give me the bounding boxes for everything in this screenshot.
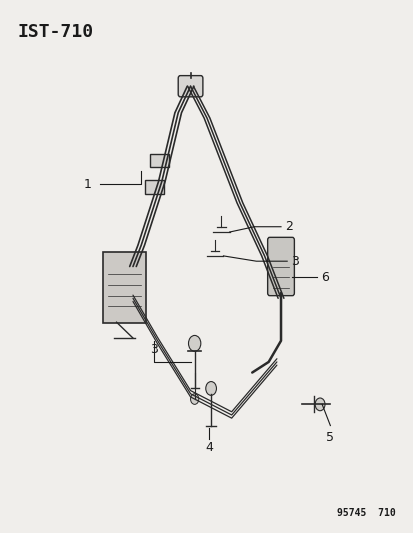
FancyBboxPatch shape	[267, 237, 294, 296]
Text: 1: 1	[84, 178, 92, 191]
Text: 3: 3	[291, 255, 299, 268]
Circle shape	[314, 398, 324, 411]
Text: 2: 2	[285, 220, 292, 233]
FancyBboxPatch shape	[150, 154, 169, 167]
FancyBboxPatch shape	[103, 252, 146, 323]
FancyBboxPatch shape	[145, 180, 164, 194]
Circle shape	[205, 382, 216, 395]
Text: 5: 5	[325, 431, 334, 444]
Text: IST-710: IST-710	[18, 22, 94, 41]
Text: 95745  710: 95745 710	[337, 508, 395, 519]
FancyBboxPatch shape	[178, 76, 202, 97]
Text: 3: 3	[149, 343, 157, 357]
Text: 4: 4	[204, 441, 212, 455]
Circle shape	[190, 394, 198, 405]
Circle shape	[188, 335, 200, 351]
Text: 6: 6	[320, 271, 328, 284]
